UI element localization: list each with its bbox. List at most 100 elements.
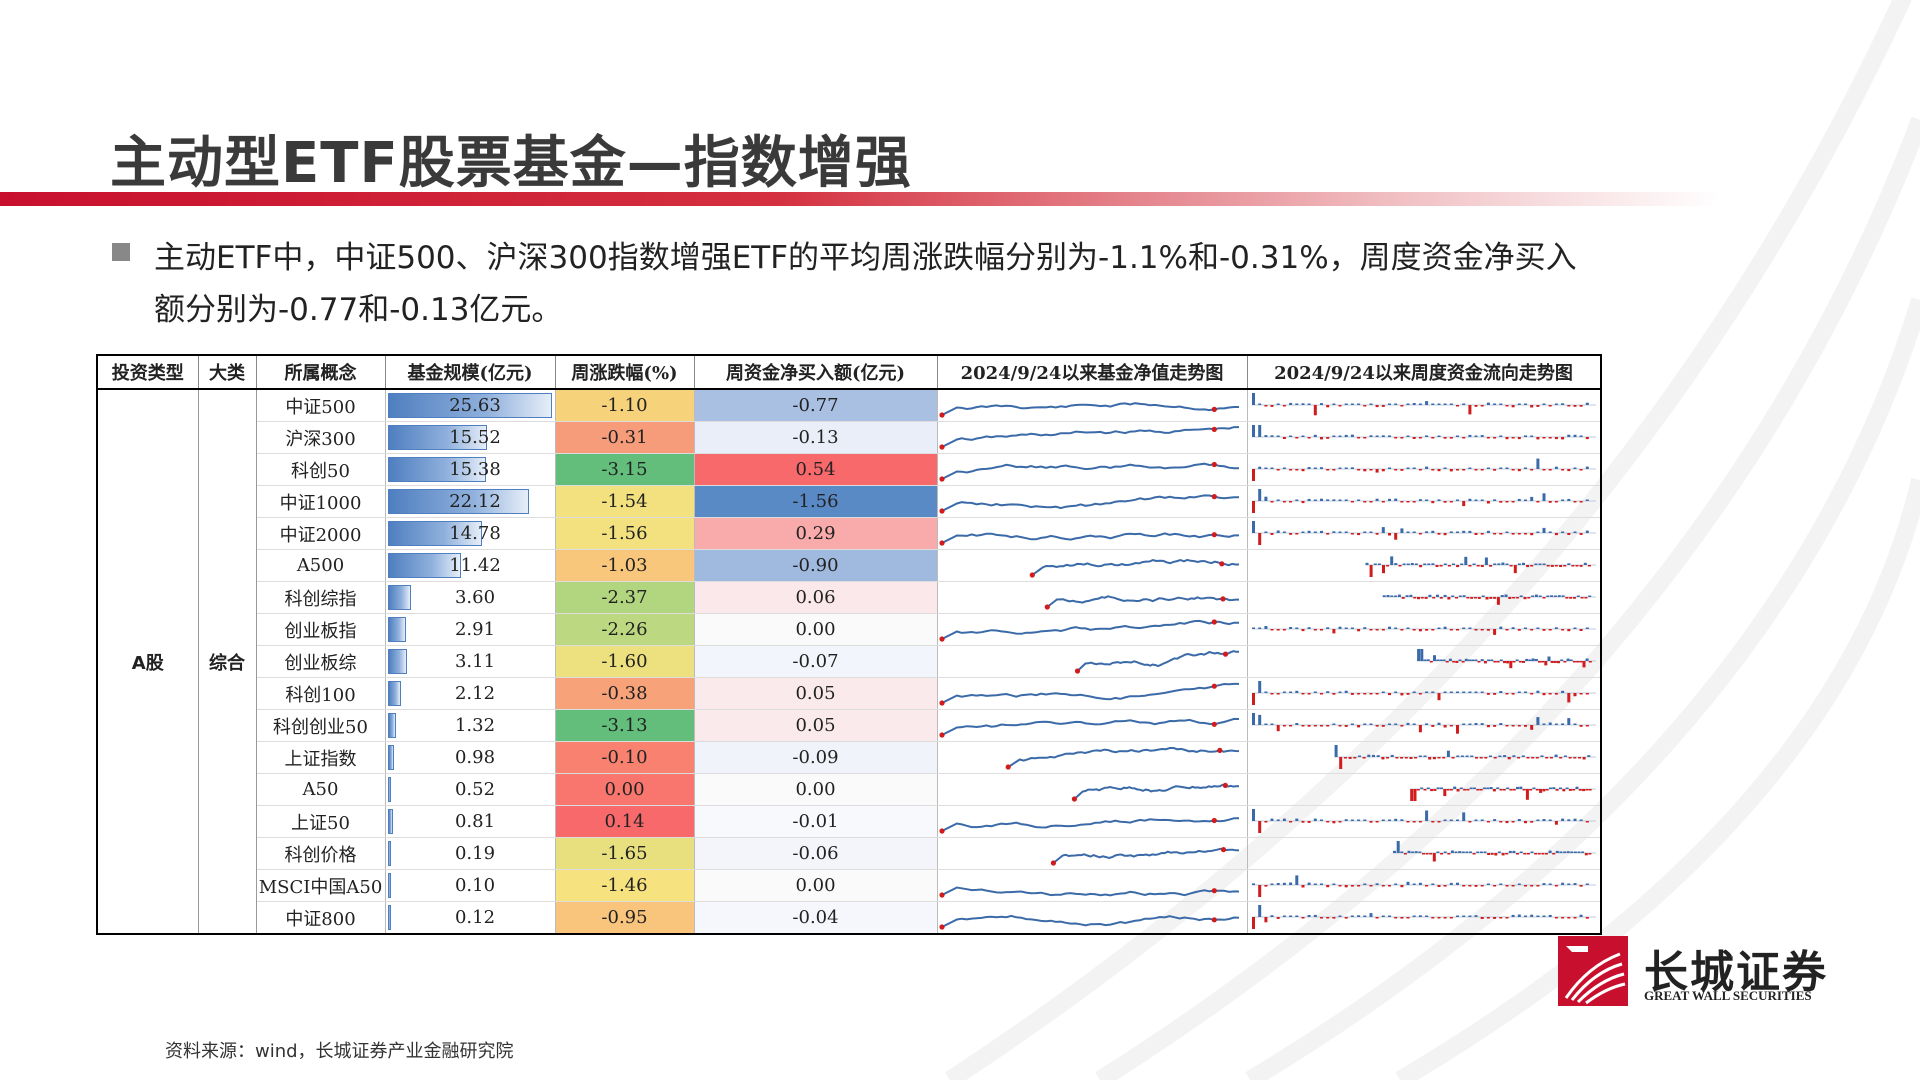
flow-trend-cell bbox=[1247, 517, 1601, 550]
flow-sparkline bbox=[1251, 626, 1596, 635]
nav-sparkline bbox=[938, 817, 1239, 834]
flow-sparkline bbox=[1251, 458, 1596, 481]
net-flow-cell: -0.06 bbox=[694, 837, 938, 870]
scale-value: 22.12 bbox=[449, 491, 501, 512]
flow-sparkline bbox=[1251, 713, 1596, 734]
flow-trend-cell bbox=[1247, 709, 1601, 742]
table-row: 上证50 0.81 0.14 -0.01 bbox=[97, 805, 1601, 838]
table-row: 沪深300 15.52 -0.31 -0.13 bbox=[97, 421, 1601, 454]
flow-trend-cell bbox=[1247, 901, 1601, 935]
etf-table: 投资类型 大类 所属概念 基金规模(亿元) 周涨跌幅(%) 周资金净买入额(亿元… bbox=[96, 354, 1602, 935]
nav-sparkline bbox=[1044, 595, 1239, 610]
weekly-return-cell: -3.13 bbox=[555, 709, 695, 742]
nav-sparkline bbox=[1074, 650, 1239, 674]
table-row: 科创综指 3.60 -2.37 0.06 bbox=[97, 581, 1601, 614]
scale-value: 14.78 bbox=[449, 523, 501, 544]
net-flow-cell: 0.29 bbox=[694, 517, 938, 550]
scale-databar bbox=[387, 521, 483, 546]
weekly-return-cell: -0.10 bbox=[555, 741, 695, 774]
weekly-return-cell: -3.15 bbox=[555, 453, 695, 486]
flow-sparkline bbox=[1365, 556, 1596, 577]
net-flow-cell: 0.06 bbox=[694, 581, 938, 614]
concept-cell: 上证指数 bbox=[256, 741, 386, 774]
scale-value: 15.52 bbox=[449, 427, 501, 448]
scale-value: 25.63 bbox=[449, 395, 501, 416]
nav-trend-cell bbox=[937, 773, 1248, 806]
nav-sparkline bbox=[938, 494, 1239, 514]
nav-trend-cell bbox=[937, 581, 1248, 614]
scale-databar bbox=[387, 841, 391, 866]
nav-trend-cell bbox=[937, 901, 1248, 935]
weekly-return-cell: -1.56 bbox=[555, 517, 695, 550]
net-flow-cell: -0.09 bbox=[694, 741, 938, 774]
table-row: 科创价格 0.19 -1.65 -0.06 bbox=[97, 837, 1601, 870]
net-flow-cell: -0.07 bbox=[694, 645, 938, 678]
flow-trend-cell bbox=[1247, 773, 1601, 806]
scale-databar bbox=[387, 489, 530, 514]
header-net-flow: 周资金净买入额(亿元) bbox=[694, 355, 938, 390]
concept-cell: 科创价格 bbox=[256, 837, 386, 870]
net-flow-cell: 0.00 bbox=[694, 613, 938, 646]
scale-cell: 25.63 bbox=[385, 389, 556, 422]
nav-sparkline bbox=[938, 461, 1239, 482]
scale-cell: 0.52 bbox=[385, 773, 556, 806]
table-row: 科创创业50 1.32 -3.13 0.05 bbox=[97, 709, 1601, 742]
net-flow-cell: -0.01 bbox=[694, 805, 938, 838]
weekly-return-cell: 0.14 bbox=[555, 805, 695, 838]
scale-databar bbox=[387, 553, 461, 578]
header-concept: 所属概念 bbox=[256, 355, 386, 390]
scale-databar bbox=[387, 457, 486, 482]
scale-cell: 3.11 bbox=[385, 645, 556, 678]
concept-cell: MSCI中国A50 bbox=[256, 869, 386, 902]
net-flow-cell: 0.05 bbox=[694, 709, 938, 742]
weekly-return-cell: -1.03 bbox=[555, 549, 695, 582]
concept-cell: 创业板指 bbox=[256, 613, 386, 646]
weekly-return-cell: -1.54 bbox=[555, 485, 695, 518]
flow-sparkline bbox=[1251, 393, 1596, 416]
flow-sparkline bbox=[1251, 681, 1596, 705]
concept-cell: 科创创业50 bbox=[256, 709, 386, 742]
concept-cell: 科创100 bbox=[256, 677, 386, 710]
net-flow-cell: 0.05 bbox=[694, 677, 938, 710]
flow-sparkline bbox=[1409, 786, 1596, 801]
table-row: 上证指数 0.98 -0.10 -0.09 bbox=[97, 741, 1601, 774]
table-row: 中证1000 22.12 -1.54 -1.56 bbox=[97, 485, 1601, 518]
flow-trend-cell bbox=[1247, 645, 1601, 678]
scale-value: 0.52 bbox=[454, 779, 496, 800]
flow-trend-cell bbox=[1247, 389, 1601, 422]
flow-sparkline bbox=[1251, 521, 1596, 545]
header-invest-type: 投资类型 bbox=[97, 355, 199, 390]
weekly-return-cell: -2.37 bbox=[555, 581, 695, 614]
concept-cell: 创业板综 bbox=[256, 645, 386, 678]
nav-sparkline bbox=[938, 717, 1239, 738]
scale-databar bbox=[387, 777, 391, 802]
flow-sparkline bbox=[1416, 649, 1596, 669]
nav-trend-cell bbox=[937, 869, 1248, 902]
table-body: A股 综合 中证500 25.63 -1.10 -0.77 沪深300 15.52 -0.31-… bbox=[97, 389, 1601, 935]
scale-cell: 0.10 bbox=[385, 869, 556, 902]
nav-sparkline bbox=[938, 886, 1239, 898]
header-nav-trend: 2024/9/24以来基金净值走势图 bbox=[937, 355, 1248, 390]
net-flow-cell: -1.56 bbox=[694, 485, 938, 518]
weekly-return-cell: -0.31 bbox=[555, 421, 695, 454]
flow-sparkline bbox=[1334, 745, 1596, 769]
scale-cell: 11.42 bbox=[385, 549, 556, 582]
net-flow-cell: 0.00 bbox=[694, 869, 938, 902]
weekly-return-cell: -1.46 bbox=[555, 869, 695, 902]
weekly-return-cell: -2.26 bbox=[555, 613, 695, 646]
table-row: 创业板综 3.11 -1.60 -0.07 bbox=[97, 645, 1601, 678]
scale-cell: 3.60 bbox=[385, 581, 556, 614]
scale-databar bbox=[387, 713, 396, 738]
nav-trend-cell bbox=[937, 453, 1248, 486]
flow-trend-cell bbox=[1247, 613, 1601, 646]
scale-databar bbox=[387, 649, 408, 674]
scale-cell: 0.98 bbox=[385, 741, 556, 774]
table-row: A500 11.42 -1.03 -0.90 bbox=[97, 549, 1601, 582]
flow-trend-cell bbox=[1247, 837, 1601, 870]
scale-cell: 0.12 bbox=[385, 901, 556, 935]
scale-value: 0.98 bbox=[454, 747, 496, 768]
scale-cell: 22.12 bbox=[385, 485, 556, 518]
concept-cell: A500 bbox=[256, 549, 386, 582]
flow-sparkline bbox=[1251, 875, 1596, 897]
scale-cell: 2.12 bbox=[385, 677, 556, 710]
